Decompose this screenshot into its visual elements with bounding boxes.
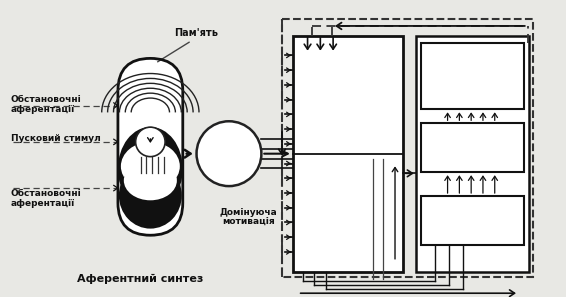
- Ellipse shape: [121, 142, 180, 191]
- Text: Параметри
результату: Параметри результату: [440, 65, 504, 87]
- Text: Аферентний синтез: Аферентний синтез: [78, 274, 204, 285]
- FancyBboxPatch shape: [118, 59, 183, 235]
- Text: Програма дій: Програма дій: [307, 208, 389, 218]
- Bar: [421, 123, 524, 172]
- Text: Дія: Дія: [463, 216, 482, 225]
- Bar: [421, 43, 524, 110]
- Text: Обстановочні
аферентації: Обстановочні аферентації: [11, 189, 82, 208]
- Text: Обстановочні
аферентації: Обстановочні аферентації: [11, 95, 82, 114]
- Text: Пам'ять: Пам'ять: [174, 28, 218, 38]
- Ellipse shape: [118, 127, 183, 211]
- Bar: [293, 36, 403, 271]
- Ellipse shape: [124, 160, 177, 200]
- Text: Домінуюча
мотивація: Домінуюча мотивація: [220, 208, 277, 227]
- Bar: [415, 36, 529, 271]
- Bar: [421, 196, 524, 245]
- Circle shape: [136, 127, 165, 157]
- Text: Результат
дій: Результат дій: [443, 137, 501, 159]
- Bar: [282, 19, 533, 277]
- Circle shape: [196, 121, 261, 186]
- Text: Акцептор
результату
дії: Акцептор результату дії: [314, 83, 381, 116]
- Text: Прийняті
рішення: Прийняті рішення: [203, 143, 255, 165]
- Text: Пусковий стимул: Пусковий стимул: [11, 135, 101, 143]
- Ellipse shape: [119, 162, 182, 229]
